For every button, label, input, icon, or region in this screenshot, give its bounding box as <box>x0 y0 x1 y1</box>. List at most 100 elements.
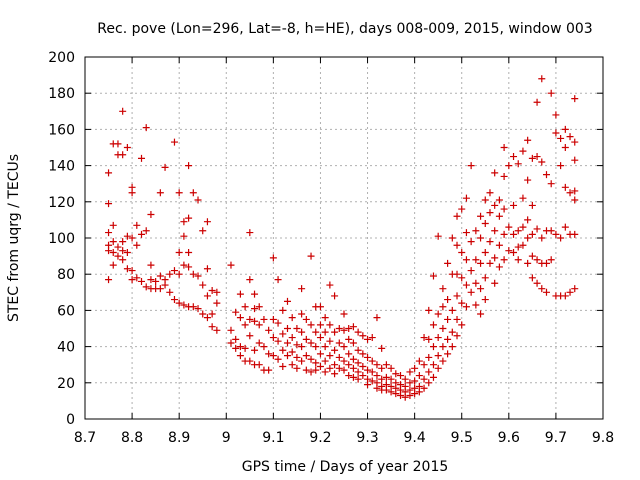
data-point <box>439 325 447 332</box>
data-point <box>133 241 141 249</box>
data-point <box>128 234 136 242</box>
data-point <box>354 328 362 336</box>
data-point <box>180 218 188 226</box>
data-point <box>368 357 376 365</box>
data-point <box>349 339 357 347</box>
data-point <box>279 363 287 371</box>
data-point <box>354 368 362 376</box>
data-point <box>533 153 541 161</box>
data-point <box>429 361 437 369</box>
y-tick-label: 80 <box>57 267 75 283</box>
data-point <box>364 335 372 343</box>
data-point <box>510 153 518 161</box>
data-point <box>288 348 296 356</box>
x-tick-label: 9.1 <box>262 430 284 446</box>
data-point <box>561 223 569 231</box>
data-point <box>519 194 527 202</box>
data-point <box>528 252 536 260</box>
data-point <box>524 234 532 242</box>
data-point <box>510 201 518 209</box>
y-tick-label: 140 <box>48 159 75 175</box>
data-point <box>147 276 155 284</box>
data-point <box>519 241 527 249</box>
data-point <box>109 221 117 229</box>
x-tick-label: 8.7 <box>74 430 96 446</box>
data-point <box>486 238 494 246</box>
data-point <box>128 189 136 197</box>
x-tick-label: 9.7 <box>545 430 567 446</box>
x-tick-label: 8.8 <box>121 430 143 446</box>
data-point <box>147 261 155 269</box>
data-point <box>557 134 565 142</box>
data-point <box>199 310 207 318</box>
data-point <box>255 303 263 311</box>
data-point <box>340 366 348 374</box>
data-point <box>528 154 536 162</box>
data-point <box>185 214 193 222</box>
data-point <box>378 344 386 352</box>
data-point <box>514 160 522 168</box>
data-point <box>425 368 433 376</box>
data-point <box>373 361 381 369</box>
data-point <box>486 209 494 217</box>
data-point <box>557 234 565 242</box>
y-tick-label: 60 <box>57 303 75 319</box>
data-point <box>251 346 259 354</box>
data-point <box>444 259 452 267</box>
data-point <box>458 274 466 282</box>
data-point <box>359 372 367 380</box>
data-point <box>397 372 405 380</box>
data-point <box>439 343 447 351</box>
data-point <box>246 276 254 284</box>
data-point <box>105 247 113 255</box>
data-point <box>547 227 555 235</box>
data-point <box>208 310 216 318</box>
data-point <box>387 375 395 383</box>
data-point <box>340 326 348 334</box>
data-point <box>373 314 381 322</box>
data-point <box>213 299 221 307</box>
data-point <box>349 323 357 331</box>
data-point <box>557 162 565 170</box>
y-tick-label: 180 <box>48 86 75 102</box>
data-point <box>316 334 324 342</box>
data-point <box>194 305 202 313</box>
data-point <box>194 272 202 280</box>
data-point <box>105 200 113 208</box>
data-point <box>453 332 461 340</box>
data-point <box>279 346 287 354</box>
data-point <box>510 248 518 256</box>
data-point <box>429 321 437 329</box>
data-point <box>170 138 178 146</box>
data-point <box>345 350 353 358</box>
data-point <box>368 377 376 385</box>
data-point <box>227 326 235 334</box>
data-point <box>514 243 522 251</box>
data-point <box>571 196 579 204</box>
data-point <box>411 390 419 398</box>
data-point <box>500 256 508 264</box>
data-point <box>119 107 127 115</box>
data-point <box>180 301 188 309</box>
data-point <box>434 334 442 342</box>
data-point <box>571 230 579 238</box>
y-tick-labels: 0 20 40 60 80 100 120 140 160 180 200 <box>48 50 75 428</box>
x-tick-label: 9.6 <box>498 430 520 446</box>
data-point <box>312 343 320 351</box>
data-point <box>255 361 263 369</box>
data-point <box>552 111 560 119</box>
chart-title: Rec. pove (Lon=296, Lat=-8, h=HE), days … <box>97 21 592 37</box>
data-point <box>434 232 442 240</box>
data-point <box>566 133 574 141</box>
data-point <box>345 372 353 380</box>
y-tick-label: 40 <box>57 340 75 356</box>
data-point <box>571 285 579 293</box>
data-point <box>472 256 480 264</box>
data-point <box>491 201 499 209</box>
data-point <box>444 335 452 343</box>
data-point <box>175 299 183 307</box>
data-point <box>142 227 150 235</box>
data-point <box>251 290 259 298</box>
data-point <box>406 379 414 387</box>
data-point <box>519 147 527 155</box>
